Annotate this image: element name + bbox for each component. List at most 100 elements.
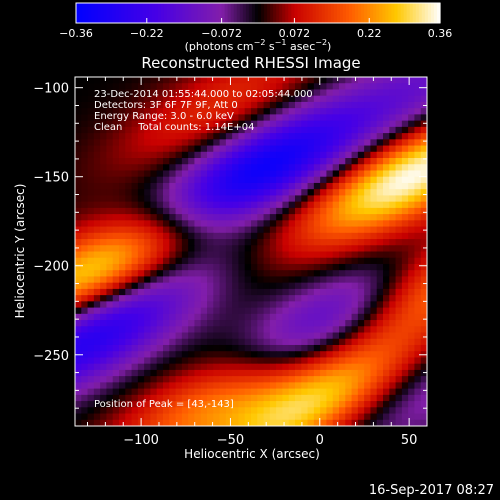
heatmap-cell: [169, 388, 177, 396]
heatmap-cell: [144, 344, 151, 352]
heatmap-cell: [257, 89, 265, 97]
heatmap-cell: [376, 394, 384, 402]
heatmap-cell: [269, 388, 277, 396]
heatmap-cell: [282, 320, 290, 327]
heatmap-cell: [213, 263, 221, 271]
heatmap-cell: [232, 257, 239, 265]
heatmap-cell: [219, 307, 227, 315]
heatmap-cell: [351, 89, 359, 97]
heatmap-cell: [119, 338, 126, 346]
heatmap-cell: [238, 151, 246, 159]
heatmap-cell: [257, 394, 265, 402]
heatmap-cell: [181, 344, 189, 352]
heatmap-cell: [244, 376, 252, 383]
heatmap-cell: [188, 245, 195, 252]
heatmap-cell: [106, 158, 114, 165]
heatmap-cell: [112, 369, 120, 377]
heatmap-cell: [244, 313, 252, 321]
heatmap-cell: [244, 176, 252, 184]
heatmap-cell: [175, 201, 183, 209]
heatmap-cell: [106, 270, 114, 277]
heatmap-cell: [276, 114, 283, 122]
heatmap-cell: [351, 282, 359, 290]
heatmap-cell: [150, 357, 158, 365]
heatmap-cell: [207, 363, 214, 371]
heatmap-cell: [395, 176, 403, 184]
heatmap-cell: [81, 338, 89, 346]
heatmap-cell: [232, 288, 239, 296]
heatmap-cell: [383, 83, 390, 90]
heatmap-cell: [219, 257, 227, 265]
heatmap-cell: [282, 114, 290, 122]
heatmap-cell: [357, 326, 365, 334]
heatmap-cell: [181, 151, 189, 159]
heatmap-cell: [364, 270, 371, 277]
heatmap-cell: [169, 263, 177, 271]
heatmap-cell: [232, 126, 239, 134]
heatmap-cell: [420, 170, 427, 178]
heatmap-cell: [213, 176, 221, 184]
heatmap-cell: [263, 133, 271, 140]
heatmap-cell: [144, 239, 151, 246]
colorbar-cell: [264, 3, 268, 23]
heatmap-cell: [112, 133, 120, 140]
colorbar-cell: [336, 3, 341, 23]
heatmap-cell: [175, 251, 183, 259]
heatmap-cell: [137, 320, 145, 327]
heatmap-cell: [225, 220, 233, 228]
heatmap-cell: [150, 164, 158, 171]
heatmap-cell: [225, 351, 233, 358]
heatmap-cell: [232, 351, 239, 358]
heatmap-cell: [181, 158, 189, 165]
heatmap-cell: [326, 388, 334, 396]
heatmap-cell: [238, 158, 246, 165]
heatmap-cell: [93, 207, 101, 215]
heatmap-cell: [194, 182, 202, 190]
heatmap-cell: [131, 108, 139, 115]
heatmap-cell: [75, 176, 82, 184]
heatmap-cell: [257, 363, 265, 371]
heatmap-cell: [313, 170, 321, 178]
heatmap-cell: [332, 251, 340, 259]
colorbar-cell: [160, 3, 165, 23]
heatmap-cell: [100, 145, 107, 153]
heatmap-cell: [339, 126, 346, 134]
heatmap-cell: [257, 419, 265, 426]
heatmap-cell: [125, 282, 133, 290]
heatmap-cell: [295, 301, 302, 309]
heatmap-cell: [301, 139, 309, 147]
heatmap-cell: [75, 158, 82, 165]
heatmap-cell: [282, 351, 290, 358]
heatmap-cell: [87, 145, 95, 153]
heatmap-cell: [263, 245, 271, 252]
heatmap-cell: [339, 357, 346, 365]
heatmap-cell: [313, 369, 321, 377]
heatmap-cell: [357, 270, 365, 277]
heatmap-cell: [131, 388, 139, 396]
heatmap-cell: [257, 401, 265, 408]
heatmap-cell: [364, 120, 371, 128]
heatmap-cell: [119, 263, 126, 271]
heatmap-cell: [181, 257, 189, 265]
heatmap-cell: [408, 189, 415, 196]
heatmap-cell: [345, 239, 353, 246]
heatmap-cell: [81, 357, 89, 365]
colorbar-cell: [242, 3, 247, 23]
heatmap-cell: [339, 332, 346, 340]
heatmap-cell: [301, 388, 309, 396]
heatmap-cell: [175, 351, 183, 358]
heatmap-cell: [169, 195, 177, 203]
heatmap-cell: [125, 182, 133, 190]
heatmap-cell: [169, 369, 177, 377]
heatmap-cell: [181, 407, 189, 415]
heatmap-cell: [276, 332, 283, 340]
heatmap-cell: [288, 139, 296, 147]
heatmap-cell: [263, 89, 271, 97]
heatmap-cell: [251, 139, 258, 147]
heatmap-cell: [181, 108, 189, 115]
heatmap-cell: [251, 214, 258, 221]
heatmap-cell: [156, 226, 164, 234]
heatmap-cell: [81, 313, 89, 321]
heatmap-cell: [119, 77, 126, 84]
heatmap-cell: [370, 101, 378, 109]
